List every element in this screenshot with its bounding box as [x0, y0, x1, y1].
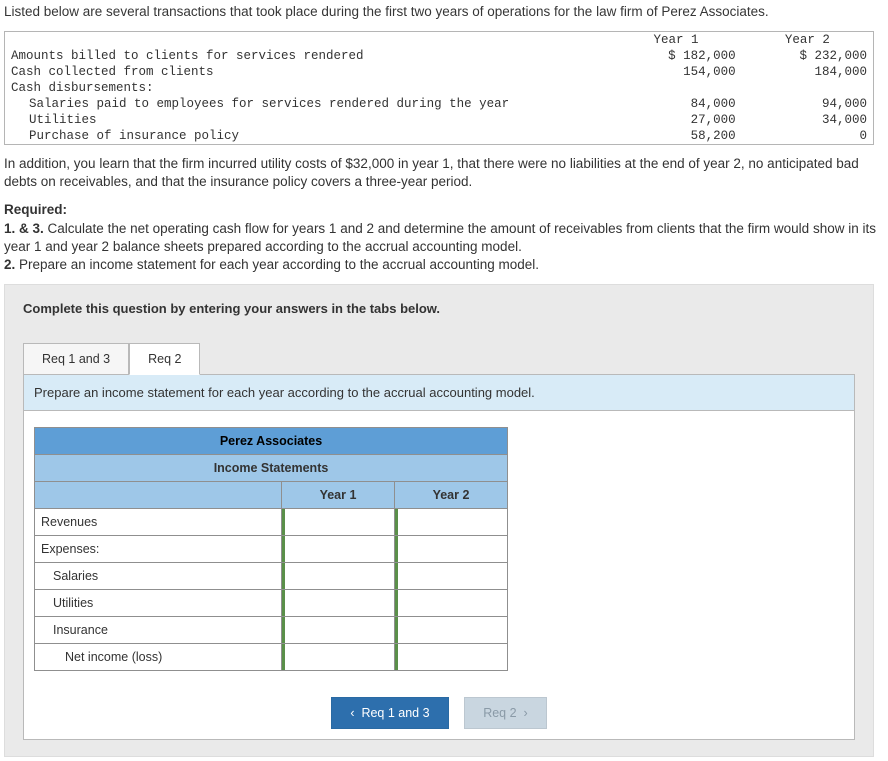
row-revenues: Revenues — [35, 509, 282, 536]
table-row: Salaries paid to employees for services … — [5, 96, 611, 112]
req-line-2: 2. Prepare an income statement for each … — [4, 257, 539, 272]
row-salaries: Salaries — [35, 563, 282, 590]
table-row: Utilities — [5, 112, 611, 128]
intro-text: Listed below are several transactions th… — [4, 4, 884, 19]
chevron-right-icon: › — [524, 706, 528, 720]
table-row: Cash disbursements: — [5, 80, 611, 96]
tab-instruction: Prepare an income statement for each yea… — [24, 375, 854, 411]
input-cell[interactable] — [282, 563, 395, 590]
chevron-left-icon: ‹ — [350, 706, 354, 720]
panel-instruction: Complete this question by entering your … — [23, 301, 855, 316]
input-cell[interactable] — [282, 617, 395, 644]
blank-header — [35, 482, 282, 509]
input-cell[interactable] — [282, 536, 395, 563]
input-cell[interactable] — [282, 644, 395, 671]
input-cell[interactable] — [282, 509, 395, 536]
input-cell[interactable] — [395, 617, 508, 644]
next-button[interactable]: Req 2 › — [464, 697, 546, 729]
input-cell[interactable] — [282, 590, 395, 617]
row-utilities: Utilities — [35, 590, 282, 617]
tabs: Req 1 and 3 Req 2 — [23, 342, 855, 374]
input-cell[interactable] — [395, 509, 508, 536]
nav-buttons: ‹ Req 1 and 3 Req 2 › — [24, 683, 854, 739]
input-cell[interactable] — [395, 563, 508, 590]
col-year1: Year 1 — [610, 32, 741, 49]
col-year2: Year 2 — [742, 32, 874, 49]
answer-panel: Complete this question by entering your … — [4, 284, 874, 757]
required-label: Required: — [4, 202, 67, 217]
row-expenses: Expenses: — [35, 536, 282, 563]
company-name: Perez Associates — [35, 428, 508, 455]
input-cell[interactable] — [395, 536, 508, 563]
addition-text: In addition, you learn that the firm inc… — [4, 155, 884, 191]
statement-title: Income Statements — [35, 455, 508, 482]
tab-body: Prepare an income statement for each yea… — [23, 374, 855, 740]
input-cell[interactable] — [395, 644, 508, 671]
prev-button[interactable]: ‹ Req 1 and 3 — [331, 697, 448, 729]
table-row: Amounts billed to clients for services r… — [5, 48, 611, 64]
req-line-1: 1. & 3. Calculate the net operating cash… — [4, 221, 876, 254]
row-net-income: Net income (loss) — [35, 644, 282, 671]
transactions-table: Year 1 Year 2 Amounts billed to clients … — [4, 31, 874, 145]
input-cell[interactable] — [395, 590, 508, 617]
table-row: Cash collected from clients — [5, 64, 611, 80]
income-col-year1: Year 1 — [282, 482, 395, 509]
tab-req-1-3[interactable]: Req 1 and 3 — [23, 343, 129, 375]
income-statement-table: Perez Associates Income Statements Year … — [34, 427, 508, 671]
table-row: Purchase of insurance policy — [5, 128, 611, 145]
income-col-year2: Year 2 — [395, 482, 508, 509]
row-insurance: Insurance — [35, 617, 282, 644]
tab-req-2[interactable]: Req 2 — [129, 343, 200, 375]
